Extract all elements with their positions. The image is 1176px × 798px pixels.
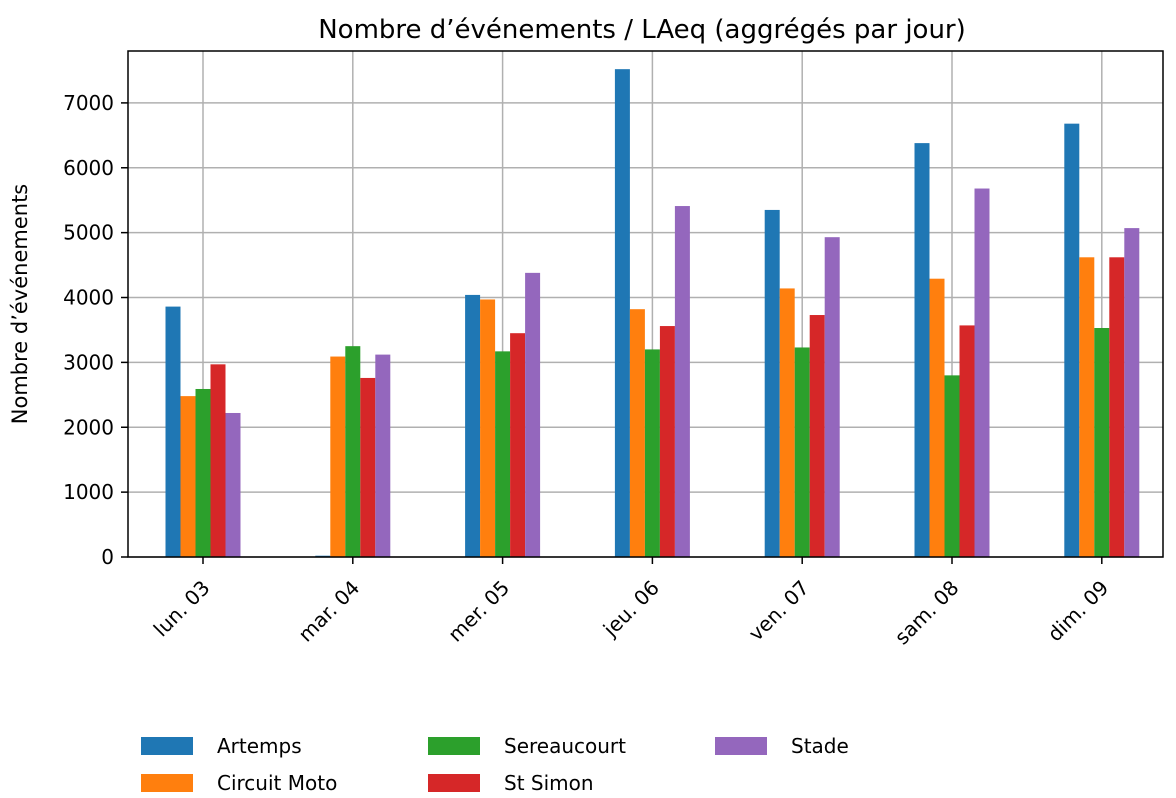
bar-circuit-moto (1079, 257, 1095, 557)
plot-frame (127, 50, 1164, 558)
bar-artemps (465, 294, 481, 557)
bar-sereaucourt (644, 349, 660, 557)
bar-circuit-moto (330, 356, 346, 557)
bar-sereaucourt (345, 346, 361, 557)
bar-sereaucourt (794, 347, 810, 557)
bar-artemps (614, 69, 630, 558)
bar-sereaucourt (944, 375, 960, 557)
y-tick-label: 4000 (63, 286, 114, 310)
x-tick-label: dim. 09 (1043, 576, 1114, 647)
y-tick-label: 0 (101, 545, 114, 569)
bar-st-simon (360, 377, 376, 557)
legend-label: St Simon (504, 771, 594, 795)
y-tick-label: 7000 (63, 91, 114, 115)
legend: Artemps Circuit Moto Sereaucourt St Simon St… (141, 734, 849, 795)
legend-swatch (141, 737, 193, 755)
bar-stade (824, 237, 840, 557)
bar-st-simon (1109, 257, 1125, 557)
bar-stade (225, 412, 241, 557)
x-tick-label: ven. 07 (744, 576, 814, 646)
bar-st-simon (510, 333, 526, 557)
bar-circuit-moto (779, 288, 795, 557)
bar-sereaucourt (495, 351, 511, 557)
y-tick-label: 3000 (63, 350, 114, 374)
legend-label: Artemps (217, 734, 302, 758)
bar-stade (525, 272, 541, 557)
legend-swatch (715, 737, 767, 755)
bar-stade (974, 188, 990, 557)
legend-swatch (428, 737, 480, 755)
bars (165, 69, 1140, 558)
bar-artemps (914, 143, 930, 557)
y-axis-ticks: 0 1000 2000 3000 4000 5000 6000 7000 (63, 91, 128, 569)
x-tick-label: mer. 05 (443, 576, 514, 647)
bar-sereaucourt (1094, 328, 1110, 557)
bar-circuit-moto (480, 299, 496, 557)
bar-sereaucourt (195, 388, 211, 557)
x-tick-label: lun. 03 (149, 576, 215, 642)
bar-artemps (764, 209, 780, 557)
chart-title: Nombre d’événements / LAeq (aggrégés par… (318, 15, 966, 45)
legend-swatch (141, 774, 193, 792)
bar-stade (674, 206, 690, 558)
bar-artemps (165, 306, 181, 557)
x-tick-label: jeu. 06 (598, 576, 664, 642)
y-tick-label: 6000 (63, 156, 114, 180)
legend-label: Circuit Moto (217, 771, 337, 795)
bar-st-simon (659, 326, 675, 557)
legend-swatch (428, 774, 480, 792)
bar-artemps (1064, 123, 1080, 558)
x-tick-label: mar. 04 (293, 576, 364, 647)
bar-st-simon (809, 315, 825, 557)
bar-stade (1124, 228, 1140, 557)
y-axis-label: Nombre d’événements (8, 184, 32, 424)
legend-label: Stade (791, 734, 849, 758)
bar-circuit-moto (180, 396, 196, 557)
bar-st-simon (210, 364, 226, 557)
x-tick-label: sam. 08 (890, 576, 964, 650)
bar-st-simon (959, 325, 975, 557)
bar-circuit-moto (929, 278, 945, 557)
legend-label: Sereaucourt (504, 734, 626, 758)
x-axis-ticks: lun. 03 mar. 04 mer. 05 jeu. 06 ven. 07 sam. … (149, 557, 1114, 650)
bar-stade (375, 354, 391, 557)
bar-circuit-moto (629, 309, 645, 557)
y-tick-label: 5000 (63, 221, 114, 245)
y-tick-label: 1000 (63, 480, 114, 504)
y-tick-label: 2000 (63, 415, 114, 439)
